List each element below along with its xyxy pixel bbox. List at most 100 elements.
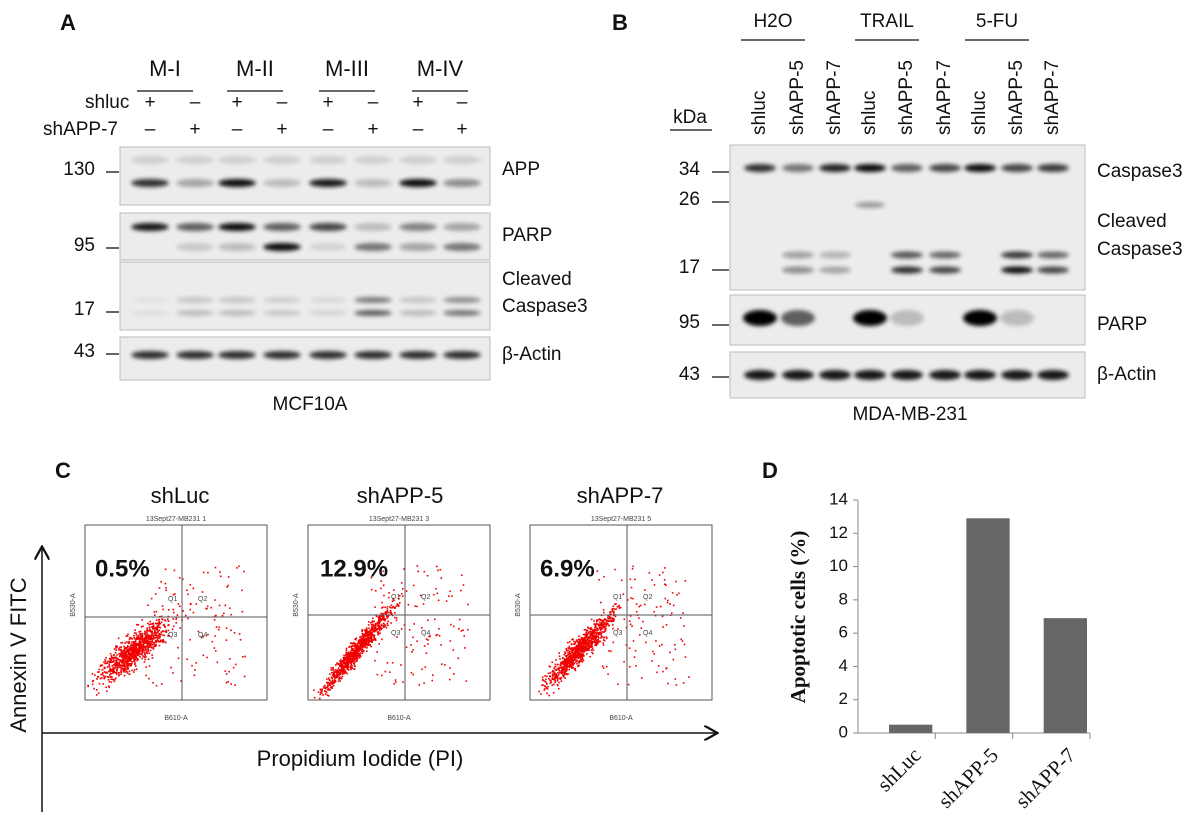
event-dot (563, 663, 566, 666)
event-dot (579, 649, 582, 652)
event-dot (150, 636, 153, 639)
event-dot (136, 648, 138, 650)
event-dot (211, 640, 214, 643)
event-dot (119, 646, 121, 649)
event-dot (571, 649, 574, 651)
event-dot (370, 640, 373, 643)
event-dot (569, 655, 572, 658)
event-dot (340, 668, 343, 671)
event-dot (224, 670, 227, 672)
event-dot (170, 666, 172, 669)
event-dot (549, 675, 552, 677)
event-dot (98, 671, 100, 673)
event-dot (102, 672, 104, 674)
event-dot (606, 619, 608, 622)
event-dot (150, 633, 153, 636)
event-dot (377, 616, 380, 619)
event-dot (395, 617, 398, 619)
event-dot (570, 647, 573, 650)
event-dot (388, 592, 390, 594)
event-dot (571, 663, 574, 665)
event-dot (588, 647, 590, 650)
event-dot (427, 639, 429, 641)
event-dot (432, 593, 435, 596)
event-dot (566, 661, 568, 664)
event-dot (156, 640, 159, 642)
event-dot (229, 607, 231, 610)
event-dot (344, 664, 347, 666)
event-dot (107, 685, 110, 687)
event-dot (632, 640, 635, 642)
event-dot (604, 629, 607, 632)
event-dot (131, 669, 133, 672)
band (218, 223, 256, 231)
event-dot (348, 656, 351, 658)
event-dot (634, 578, 636, 581)
event-dot (130, 648, 132, 650)
event-dot (383, 623, 386, 626)
event-dot (586, 634, 588, 636)
event-dot (598, 625, 601, 628)
event-dot (602, 644, 605, 646)
event-dot (99, 664, 102, 667)
event-dot (159, 635, 162, 638)
event-dot (373, 620, 375, 623)
event-dot (132, 649, 134, 652)
event-dot (368, 634, 371, 637)
event-dot (672, 658, 675, 661)
event-dot (339, 673, 341, 676)
event-dot (610, 617, 612, 619)
event-dot (559, 678, 562, 680)
event-dot (578, 661, 581, 663)
row-label: shAPP-7 (43, 119, 118, 140)
marker-label: 43 (679, 364, 700, 385)
band (309, 243, 347, 251)
event-dot (206, 605, 209, 608)
event-dot (585, 636, 588, 639)
bar (1043, 618, 1087, 733)
event-dot (133, 660, 135, 663)
event-dot (157, 631, 159, 633)
x-tick-label: shAPP-5 (933, 743, 1003, 813)
event-dot (396, 603, 398, 605)
quadrant-label: Q1 (168, 596, 177, 603)
event-dot (133, 669, 136, 671)
event-dot (354, 647, 356, 649)
band (309, 156, 347, 164)
event-dot (115, 673, 118, 676)
event-dot (576, 639, 578, 641)
event-dot (589, 632, 591, 635)
event-dot (574, 649, 577, 652)
event-dot (141, 638, 143, 640)
event-dot (591, 638, 593, 640)
event-dot (613, 619, 615, 621)
event-dot (585, 632, 588, 635)
event-dot (317, 691, 320, 693)
event-dot (138, 650, 141, 653)
event-dot (366, 646, 368, 649)
event-dot (354, 638, 357, 641)
event-dot (558, 666, 561, 669)
event-dot (322, 685, 325, 688)
event-dot (542, 684, 544, 686)
band (399, 351, 437, 359)
event-dot (382, 613, 385, 616)
event-dot (599, 621, 601, 624)
event-dot (665, 624, 668, 626)
event-dot (120, 660, 123, 662)
event-dot (336, 675, 339, 678)
event-dot (363, 641, 365, 644)
event-dot (363, 638, 366, 640)
event-dot (367, 624, 370, 626)
event-dot (331, 668, 334, 671)
event-dot (585, 649, 588, 651)
event-dot (115, 663, 118, 666)
treatment-label: TRAIL (860, 11, 914, 32)
event-dot (154, 626, 156, 629)
event-dot (108, 686, 111, 689)
event-dot (164, 630, 166, 633)
event-dot (155, 628, 157, 630)
event-dot (346, 662, 349, 665)
event-dot (653, 584, 656, 586)
lane-label: shAPP-5 (896, 60, 917, 135)
